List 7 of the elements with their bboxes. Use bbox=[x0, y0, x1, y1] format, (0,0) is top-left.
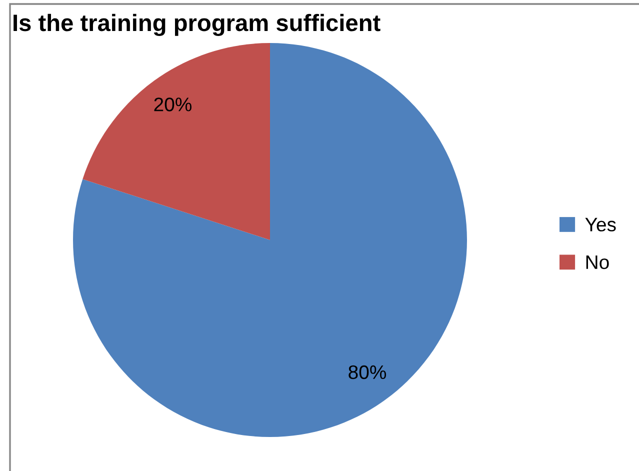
legend-label: No bbox=[586, 256, 609, 270]
data-label: 20% bbox=[154, 98, 192, 112]
pie-slice bbox=[82, 43, 270, 240]
chart-title: Is the training program sufficient bbox=[14, 14, 380, 36]
pie-slice bbox=[73, 43, 467, 437]
legend-label: Yes bbox=[585, 218, 616, 232]
data-label: 80% bbox=[348, 365, 386, 380]
